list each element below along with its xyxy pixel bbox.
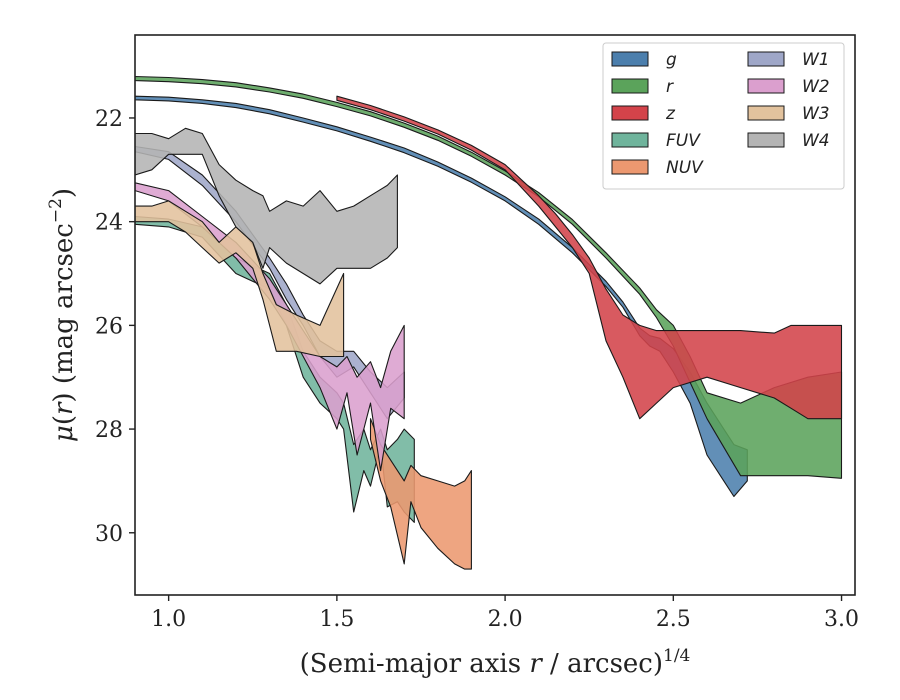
- y-tick-label: 24: [95, 211, 123, 236]
- x-tick-label: 2.5: [656, 607, 691, 632]
- legend-label-r: r: [666, 77, 674, 97]
- legend-swatch-w3: [747, 105, 785, 121]
- y-tick-label: 22: [95, 107, 123, 132]
- legend-swatch-z: [611, 105, 649, 121]
- y-axis-label: μ(r) (mag arcsec−2): [46, 188, 79, 442]
- legend-label-w4: W4: [802, 131, 830, 151]
- legend-swatch-w1: [747, 51, 785, 67]
- plot-area: [135, 75, 843, 570]
- y-tick-label: 28: [95, 418, 123, 443]
- legend-swatch-r: [611, 78, 649, 94]
- legend-label-w3: W3: [802, 104, 830, 124]
- plot-frame: [134, 34, 856, 596]
- band-g: [135, 95, 748, 498]
- legend-swatch-fuv: [611, 132, 649, 148]
- legend-label-g: g: [666, 50, 677, 70]
- band-r: [135, 75, 843, 479]
- y-tick-label: 30: [95, 522, 123, 547]
- legend-label-w1: W1: [802, 50, 830, 70]
- x-tick-label: 1.5: [319, 607, 354, 632]
- legend: grz FUV NUV W1 W2 W3 W4: [602, 42, 845, 190]
- legend-swatch-w4: [747, 132, 785, 148]
- band-z: [336, 95, 843, 420]
- legend-swatch-w2: [747, 78, 785, 94]
- legend-swatch-g: [611, 51, 649, 67]
- y-tick-label: 26: [95, 314, 123, 339]
- x-tick-label: 1.0: [151, 607, 186, 632]
- x-tick-label: 3.0: [824, 607, 859, 632]
- legend-swatch-nuv: [611, 159, 649, 175]
- band-w4: [135, 127, 398, 285]
- x-tick-label: 2.0: [488, 607, 523, 632]
- legend-label-fuv: FUV: [666, 131, 701, 151]
- legend-label-w2: W2: [802, 77, 830, 97]
- band-w3: [135, 200, 345, 358]
- legend-label-z: z: [665, 104, 676, 124]
- x-axis-label: (Semi-major axis r / arcsec)1/4: [300, 646, 691, 679]
- x-axis: 1.0 1.5 2.0 2.5 3.0: [151, 595, 859, 632]
- band-nuv: [369, 418, 472, 570]
- y-axis: 22 24 26 28 30: [95, 107, 135, 547]
- legend-label-nuv: NUV: [666, 158, 704, 178]
